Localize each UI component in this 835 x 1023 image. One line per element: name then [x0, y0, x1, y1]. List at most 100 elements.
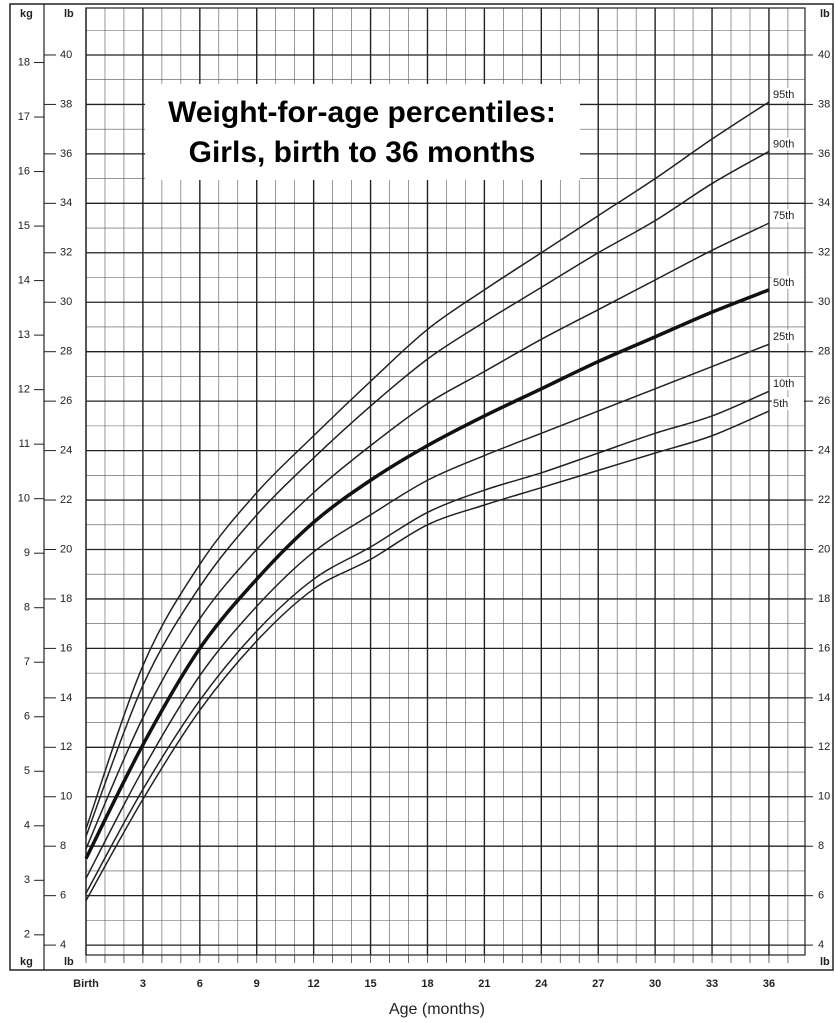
y-tick-label: 26: [60, 395, 72, 407]
y-tick-label-right: 14: [818, 692, 830, 704]
x-tick-label: 24: [535, 978, 548, 990]
y-tick-label: 4: [60, 939, 66, 951]
series-label: 5th: [773, 398, 788, 410]
percentile-line: [85, 222, 770, 849]
y-tick-label-right: 4: [818, 939, 824, 951]
x-tick-label: 3: [140, 978, 146, 990]
y2-tick-label: 18: [18, 56, 30, 68]
x-tick-label: 30: [649, 978, 661, 990]
series-label: 95th: [773, 89, 794, 101]
y-tick-label: 32: [60, 247, 72, 259]
series-label-bg: [771, 87, 804, 101]
y2-tick-label: 6: [24, 711, 30, 723]
lb-unit-top-right: lb: [820, 8, 830, 20]
x-tick-label: 27: [592, 978, 604, 990]
x-tick-label: 36: [763, 978, 775, 990]
y-tick-label-right: 36: [818, 148, 830, 160]
x-tick-label: 18: [421, 978, 433, 990]
y-tick-label-right: 20: [818, 543, 830, 555]
lb-unit-bottom: lb: [64, 956, 74, 968]
y-tick-label-right: 22: [818, 494, 830, 506]
y-tick-label: 28: [60, 346, 72, 358]
y-tick-label: 16: [60, 642, 72, 654]
labels: kg kg lb lb lb lb Age (months) Birth 3 6 9 1…: [18, 8, 831, 1018]
y-tick-label: 20: [60, 543, 72, 555]
series-label-bg: [771, 330, 804, 344]
x-tick-label: 21: [478, 978, 490, 990]
percentile-line: [85, 101, 770, 830]
y2-tick-label: 11: [19, 438, 30, 450]
y-tick-label: 10: [60, 791, 72, 803]
series-label-bg: [771, 137, 804, 151]
y-tick-label: 38: [60, 98, 72, 110]
y-tick-label-right: 32: [818, 247, 830, 259]
y-tick-label-right: 30: [818, 296, 830, 308]
percentile-line: [85, 150, 770, 837]
y-tick-label-right: 40: [818, 49, 830, 61]
y-tick-label-right: 38: [818, 98, 830, 110]
lb-unit-bottom-right: lb: [820, 956, 830, 968]
x-tick-label: 6: [197, 978, 203, 990]
kg-unit-bottom: kg: [20, 956, 33, 968]
y2-tick-label: 2: [24, 929, 30, 941]
series-label: 50th: [773, 277, 794, 289]
y-tick-label: 40: [60, 49, 72, 61]
marks: 95th 90th 75th 50th 25th 10th 5th: [84, 87, 804, 901]
series-label: 75th: [773, 210, 794, 222]
x-tick-label: Birth: [73, 978, 99, 990]
y2-tick-label: 17: [18, 111, 30, 123]
y2-tick-label: 10: [18, 493, 30, 505]
y-tick-label: 36: [60, 148, 72, 160]
y2-tick-label: 4: [24, 820, 30, 832]
percentile-line: [85, 343, 770, 879]
x-tick-label: 12: [308, 978, 320, 990]
y2-tick-label: 8: [24, 602, 30, 614]
y-tick-label-right: 16: [818, 642, 830, 654]
y-tick-label-right: 10: [818, 791, 830, 803]
y-tick-label-right: 12: [818, 741, 830, 753]
series-label: 25th: [773, 331, 794, 343]
x-axis-label: Age (months): [389, 1001, 485, 1018]
y2-tick-label: 16: [18, 165, 30, 177]
x-tick-label: 9: [254, 978, 260, 990]
y-tick-label-right: 18: [818, 593, 830, 605]
y-tick-label: 6: [60, 890, 66, 902]
y-tick-label: 12: [60, 741, 72, 753]
percentile-line: [85, 390, 770, 894]
y-tick-label: 18: [60, 593, 72, 605]
title-box: [145, 84, 580, 180]
y2-tick-label: 3: [24, 874, 30, 886]
y2-tick-label: 12: [18, 384, 30, 396]
series-label-bg: [771, 209, 804, 223]
x-tick-label: 33: [706, 978, 718, 990]
y-tick-label: 34: [60, 197, 72, 209]
y-tick-label-right: 6: [818, 890, 824, 902]
y2-tick-label: 13: [18, 329, 30, 341]
chart-subtitle: Girls, birth to 36 months: [189, 136, 536, 169]
y-tick-label-right: 28: [818, 346, 830, 358]
kg-unit-top: kg: [20, 8, 33, 20]
percentile-line: [85, 410, 770, 901]
x-tick-label: 15: [364, 978, 376, 990]
series-label-bg: [771, 275, 804, 289]
y-tick-label: 24: [60, 444, 72, 456]
y-tick-label-right: 34: [818, 197, 830, 209]
percentile-line: [84, 288, 770, 860]
chart-title: Weight-for-age percentiles:: [168, 96, 556, 129]
y2-tick-label: 7: [24, 656, 30, 668]
y-tick-label: 8: [60, 840, 66, 852]
y2-tick-label: 14: [18, 275, 30, 287]
y-tick-label-right: 24: [818, 444, 830, 456]
y-tick-label: 14: [60, 692, 72, 704]
series-label-bg: [771, 397, 804, 411]
lb-unit-top: lb: [64, 8, 74, 20]
y2-tick-label: 5: [24, 765, 30, 777]
series-label-bg: [771, 377, 804, 391]
series-label: 10th: [773, 378, 794, 390]
y-tick-label: 30: [60, 296, 72, 308]
y-tick-label: 22: [60, 494, 72, 506]
series-label: 90th: [773, 138, 794, 150]
y2-tick-label: 9: [24, 547, 30, 559]
y2-tick-label: 15: [18, 220, 30, 232]
